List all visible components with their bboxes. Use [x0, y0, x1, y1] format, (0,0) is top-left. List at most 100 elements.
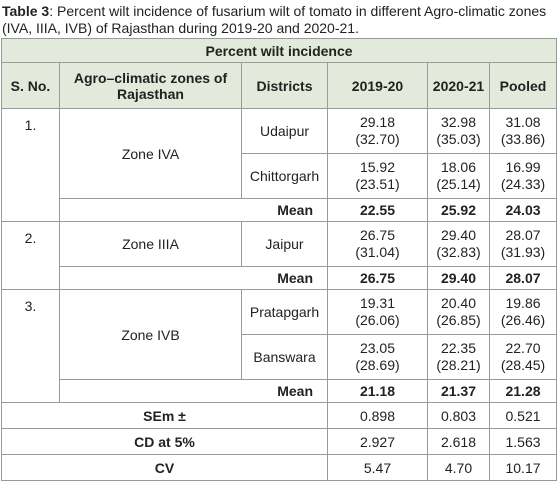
percent-value: 31.08: [505, 114, 541, 130]
mean-value: 21.37: [427, 379, 490, 403]
serial-number: 1.: [1, 108, 60, 222]
mean-label: Mean: [59, 198, 328, 222]
column-header: 2019-20: [327, 62, 428, 109]
column-header: Agro–climatic zones of Rajasthan: [59, 62, 242, 109]
column-header: 2020-21: [427, 62, 490, 109]
transformed-value: (28.69): [355, 357, 400, 373]
value-cell: 19.86 (26.46): [488, 289, 557, 335]
percent-value: 22.70: [505, 340, 541, 356]
column-header: Districts: [241, 62, 328, 109]
value-cell: 15.92 (23.51): [327, 153, 428, 199]
percent-value: 32.98: [440, 114, 477, 130]
stat-row: CV 5.47 4.70 10.17: [1, 454, 557, 481]
mean-value: 21.18: [327, 379, 428, 403]
transformed-value: (26.85): [436, 312, 481, 328]
district-name: Chittorgarh: [241, 153, 328, 199]
district-row: 3. Zone IVB Pratapgarh 19.31 (26.06) 20.40 (26…: [1, 289, 557, 403]
column-header: S. No.: [1, 62, 60, 109]
mean-row: Mean 26.75 29.40 28.07: [2, 266, 557, 290]
transformed-value: (31.93): [500, 244, 546, 260]
stat-value: 2.618: [427, 428, 490, 455]
transformed-value: (26.46): [500, 312, 546, 328]
stat-value: 0.521: [488, 402, 557, 429]
group-header: Percent wilt incidence: [0, 38, 557, 63]
value-cell: 23.05 (28.69): [327, 334, 428, 380]
zone-name: Zone IIIA: [59, 221, 242, 267]
transformed-value: (24.33): [500, 176, 546, 192]
value-cell: 29.18 (32.70): [327, 108, 428, 154]
transformed-value: (31.04): [355, 244, 400, 260]
percent-value: 18.06: [440, 159, 477, 175]
transformed-value: (32.70): [355, 131, 400, 147]
mean-value: 21.28: [488, 379, 557, 403]
percent-value: 29.40: [440, 227, 477, 243]
caption-text: : Percent wilt incidence of fusarium wil…: [2, 3, 547, 36]
transformed-value: (23.51): [355, 176, 400, 192]
value-cell: 20.40 (26.85): [427, 289, 490, 335]
transformed-value: (28.45): [500, 357, 546, 373]
district-row: 2. Zone IIIA Jaipur 26.75 (31.04) 29.40 (32.83…: [1, 221, 557, 290]
value-cell: 19.31 (26.06): [327, 289, 428, 335]
stat-value: 10.17: [488, 454, 557, 481]
transformed-value: (35.03): [436, 131, 481, 147]
stat-value: 1.563: [488, 428, 557, 455]
stat-label: CD at 5%: [1, 428, 328, 455]
caption: Table 3: Percent wilt incidence of fusar…: [0, 0, 557, 38]
value-cell: 31.08 (33.86): [488, 108, 557, 154]
percent-value: 28.07: [505, 227, 541, 243]
percent-value: 22.35: [440, 340, 477, 356]
percent-value: 29.18: [359, 114, 396, 130]
percent-value: 19.86: [505, 295, 541, 311]
zone-name: Zone IVA: [59, 108, 242, 199]
mean-value: 24.03: [488, 198, 557, 222]
data-table: Percent wilt incidence S. No. Agro–climat…: [0, 38, 557, 481]
mean-row: Mean 22.55 25.92 24.03: [2, 198, 557, 222]
value-cell: 32.98 (35.03): [427, 108, 490, 154]
mean-row: Mean 21.18 21.37 21.28: [2, 379, 557, 403]
transformed-value: (28.21): [436, 357, 481, 373]
serial-number: 3.: [1, 289, 60, 403]
stat-row: SEm ±0.898 0.803 0.521: [1, 402, 557, 429]
percent-value: 20.40: [440, 295, 477, 311]
transformed-value: (26.06): [355, 312, 400, 328]
value-cell: 22.70 (28.45): [488, 334, 557, 380]
stat-row: CD at 5% 2.927 2.618 1.563: [1, 428, 557, 455]
district-name: Banswara: [241, 334, 328, 380]
value-cell: 18.06 (25.14): [427, 153, 490, 199]
value-cell: 29.40 (32.83): [427, 221, 490, 267]
mean-label: Mean: [59, 266, 328, 290]
mean-value: 25.92: [427, 198, 490, 222]
district-row: 1. Zone IVA Udaipur 29.18 (32.70) 32.98 (35.03…: [1, 108, 557, 222]
value-cell: 16.99 (24.33): [488, 153, 557, 199]
percent-value: 16.99: [505, 159, 541, 175]
mean-value: 26.75: [327, 266, 428, 290]
value-cell: 22.35 (28.21): [427, 334, 490, 380]
value-cell: 28.07 (31.93): [488, 221, 557, 267]
mean-value: 29.40: [427, 266, 490, 290]
zone-name: Zone IVB: [59, 289, 242, 380]
stat-value: 2.927: [327, 428, 428, 455]
percent-value: 15.92: [359, 159, 396, 175]
district-name: Jaipur: [241, 221, 328, 267]
mean-value: 22.55: [327, 198, 428, 222]
stat-label: SEm ±: [1, 402, 328, 429]
transformed-value: (33.86): [500, 131, 546, 147]
stat-value: 5.47: [327, 454, 428, 481]
stat-label: CV: [1, 454, 328, 481]
percent-value: 26.75: [359, 227, 396, 243]
mean-value: 28.07: [488, 266, 557, 290]
transformed-value: (32.83): [436, 244, 481, 260]
stat-value: 0.898: [327, 402, 428, 429]
stat-value: 4.70: [427, 454, 490, 481]
serial-number: 2.: [1, 221, 60, 290]
mean-label: Mean: [59, 379, 328, 403]
value-cell: 26.75 (31.04): [327, 221, 428, 267]
district-name: Pratapgarh: [241, 289, 328, 335]
district-row: Chittorgarh 15.92 (23.51) 18.06 (25.14) 16.99…: [2, 153, 557, 199]
district-name: Udaipur: [241, 108, 328, 154]
transformed-value: (25.14): [436, 176, 481, 192]
percent-value: 23.05: [359, 340, 396, 356]
stat-value: 0.803: [427, 402, 490, 429]
column-header: Pooled: [488, 62, 557, 109]
